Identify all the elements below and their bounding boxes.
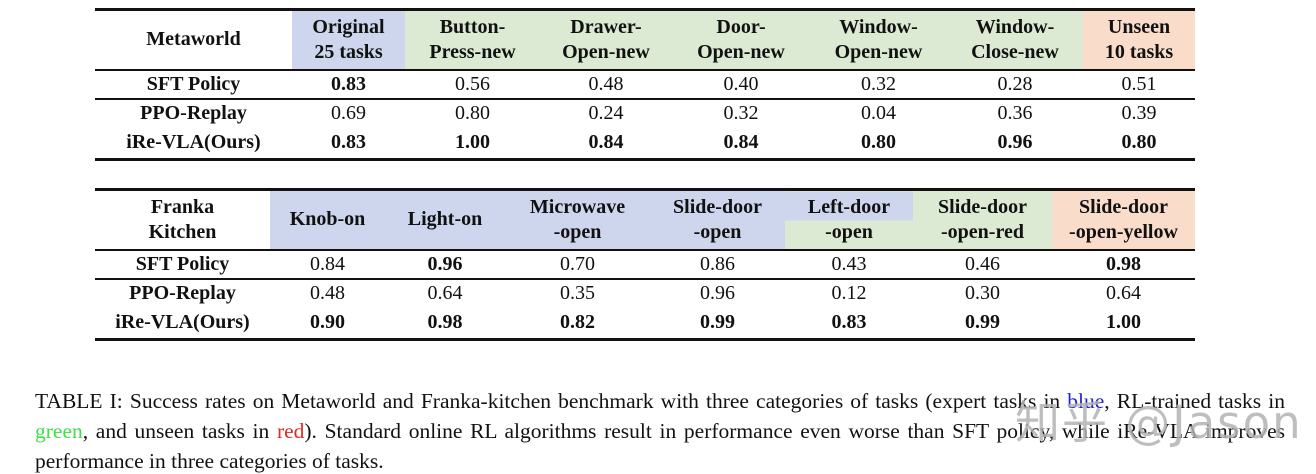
table-cell: 0.48 [540,69,672,100]
table-cell: 0.39 [1121,102,1157,124]
table-cell: 0.96 [997,131,1033,154]
column-header-window-open-new: Window- Open-new [810,9,947,71]
table-cell: 0.98 [427,311,463,334]
table-cell: 0.51 [1083,69,1195,100]
caption-text: ). Standard online RL algorithms result … [35,418,1285,473]
table-cell: 0.32 [723,102,759,124]
metaworld-table-title: Metaworld [95,9,292,71]
table-cell: 0.24 [588,102,624,124]
table-cell: 0.04 [861,102,896,124]
column-header-button-press-new: Button- Press-new [405,9,540,71]
table-cell: 0.99 [700,311,735,334]
table-row-sft-policy: SFT Policy 0.83 0.56 0.48 0.40 0.32 0.28… [95,69,1195,100]
table-cell: 0.83 [292,69,405,100]
table-cell: 0.80 [455,102,490,124]
row-label: SFT Policy [95,249,270,280]
column-header-light-on: Light-on [385,189,505,251]
table-cell: 0.40 [672,69,810,100]
table-cell: 0.64 [1106,282,1141,304]
table-cell: 0.84 [588,131,624,154]
caption-text: TABLE I: Success rates on Metaworld and … [35,388,1068,413]
table-cell: 0.96 [385,249,505,280]
caption-word-blue: blue [1067,388,1105,413]
table-cell: 0.83 [831,311,867,334]
table-cell: 0.82 [560,311,595,334]
column-header-window-close-new: Window- Close-new [947,9,1083,71]
table-row-ire-vla: iRe-VLA(Ours) 0.83 1.00 0.84 0.84 0.80 0… [95,128,1195,160]
table-cell: 0.64 [427,282,463,304]
table-cell: 1.00 [1106,311,1141,334]
table-cell: 0.48 [310,282,345,304]
table-cell: 0.70 [505,249,650,280]
table-cell: 0.43 [785,249,913,280]
table-cell: 0.80 [1121,131,1157,154]
caption-word-red: red [276,418,305,443]
table-cell: 0.90 [310,311,345,334]
caption-text: , and unseen tasks in [82,418,277,443]
column-header-knob-on: Knob-on [270,189,385,251]
table-cell: 0.80 [861,131,896,154]
table-cell: 0.12 [831,282,867,304]
table-cell: 0.98 [1052,249,1195,280]
table-caption: TABLE I: Success rates on Metaworld and … [35,386,1285,474]
column-header-slide-door-open: Slide-door -open [650,189,785,251]
franka-table-title: Franka Kitchen [95,189,270,251]
table-cell: 0.84 [723,131,759,154]
table-row-ire-vla: iRe-VLA(Ours) 0.90 0.98 0.82 0.99 0.83 0… [95,308,1195,340]
column-header-original-25-tasks: Original 25 tasks [292,9,405,71]
table-cell: 0.84 [270,249,385,280]
column-header-unseen-10-tasks: Unseen 10 tasks [1083,9,1195,71]
column-header-slide-door-open-red: Slide-door -open-red [913,189,1052,251]
row-label: SFT Policy [95,69,292,100]
table-cell: 0.86 [650,249,785,280]
caption-word-green: green [35,418,83,443]
column-header-microwave-open: Microwave -open [505,189,650,251]
table-row-ppo-replay: PPO-Replay 0.69 0.80 0.24 0.32 0.04 0.36… [95,99,1195,128]
table-cell: 0.30 [965,282,1000,304]
column-header-door-open-new: Door- Open-new [672,9,810,71]
table-cell: 0.35 [560,282,595,304]
row-label: PPO-Replay [140,102,247,124]
table-cell: 0.83 [331,131,366,154]
table-cell: 0.69 [331,102,366,124]
caption-text: , RL-trained tasks in [1104,388,1285,413]
table-cell: 0.99 [965,311,1000,334]
metaworld-table: Metaworld Original 25 tasks Button- Pres… [95,8,1195,161]
table-cell: 0.46 [913,249,1052,280]
table-row-sft-policy: SFT Policy 0.84 0.96 0.70 0.86 0.43 0.46… [95,249,1195,280]
column-header-drawer-open-new: Drawer- Open-new [540,9,672,71]
column-header-left-door-open: Left-door -open [785,189,913,251]
table-cell: 0.28 [947,69,1083,100]
row-label: iRe-VLA(Ours) [126,131,261,154]
table-row-ppo-replay: PPO-Replay 0.48 0.64 0.35 0.96 0.12 0.30… [95,279,1195,308]
table-cell: 1.00 [455,131,490,154]
metaworld-header-row: Metaworld Original 25 tasks Button- Pres… [95,9,1195,71]
row-label: iRe-VLA(Ours) [115,311,250,334]
table-cell: 0.32 [810,69,947,100]
row-label: PPO-Replay [129,282,236,304]
column-header-slide-door-open-yellow: Slide-door -open-yellow [1052,189,1195,251]
table-cell: 0.96 [700,282,735,304]
table-cell: 0.56 [405,69,540,100]
franka-kitchen-table: Franka Kitchen Knob-on Light-on Microwav… [95,188,1195,341]
table-cell: 0.36 [997,102,1033,124]
franka-header-row: Franka Kitchen Knob-on Light-on Microwav… [95,189,1195,251]
